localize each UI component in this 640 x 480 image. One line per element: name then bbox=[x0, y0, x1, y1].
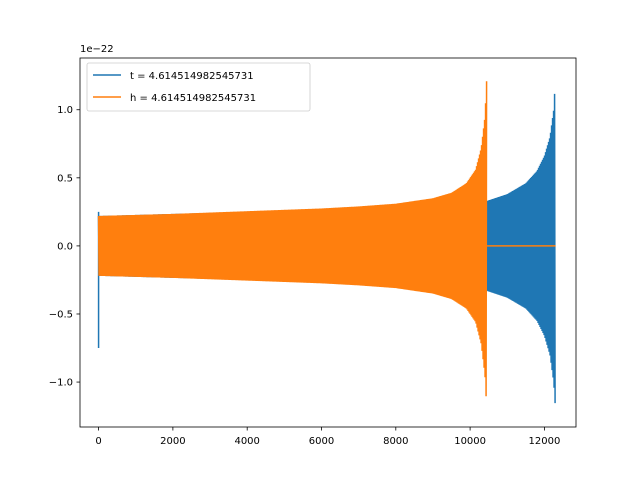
x-tick-label: 6000 bbox=[309, 436, 334, 447]
y-tick-label: −0.5 bbox=[49, 309, 73, 320]
legend-label-h: h = 4.614514982545731 bbox=[130, 93, 256, 104]
x-tick-label: 0 bbox=[95, 436, 101, 447]
series-line bbox=[97, 81, 488, 397]
x-tick-label: 10000 bbox=[454, 436, 486, 447]
y-tick-label: 0.5 bbox=[57, 173, 73, 184]
axes-frame bbox=[79, 57, 577, 428]
y-tick-label: 1.0 bbox=[57, 105, 73, 116]
legend: t = 4.614514982545731 h = 4.614514982545… bbox=[86, 62, 311, 112]
y-tick-label: −1.0 bbox=[49, 378, 73, 389]
x-tick-label: 4000 bbox=[234, 436, 259, 447]
legend-label-t: t = 4.614514982545731 bbox=[130, 71, 254, 82]
x-tick-label: 8000 bbox=[383, 436, 408, 447]
plot-area bbox=[97, 81, 556, 404]
x-tick-label: 12000 bbox=[529, 436, 561, 447]
y-offset-label: 1e−22 bbox=[80, 44, 114, 55]
series-h bbox=[97, 81, 556, 397]
legend-box bbox=[86, 62, 311, 112]
x-tick-label: 2000 bbox=[160, 436, 185, 447]
y-tick-label: 0.0 bbox=[57, 241, 73, 252]
y-axis: −1.0 −0.5 0.0 0.5 1.0 bbox=[49, 105, 80, 389]
x-axis: 0 2000 4000 6000 8000 10000 12000 bbox=[95, 427, 560, 447]
